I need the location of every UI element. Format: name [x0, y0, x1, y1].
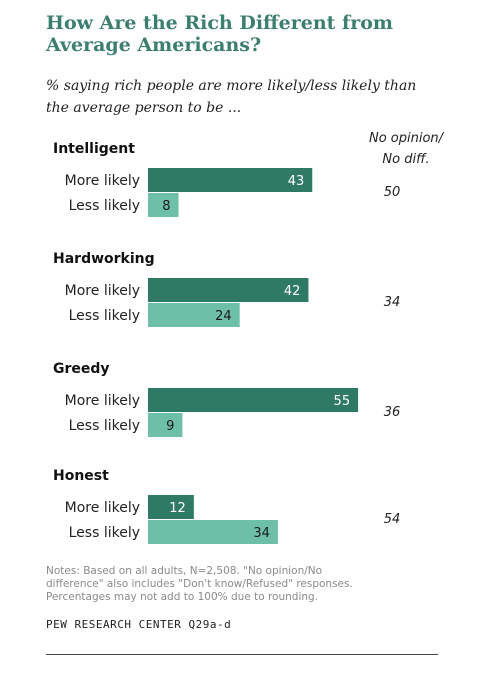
bar-greedy-more-likely	[148, 388, 359, 412]
row-label-greedy-less-likely: Less likely	[69, 418, 140, 434]
value-label-hardworking-less-likely: 24	[215, 309, 232, 324]
no-opinion-header-line-2: No diff.	[382, 152, 430, 167]
row-label-hardworking-less-likely: Less likely	[69, 308, 140, 324]
no-opinion-value-honest: 54	[384, 512, 401, 527]
value-label-honest-more-likely: 12	[169, 501, 186, 516]
no-opinion-header: No opinion/ No diff.	[356, 128, 456, 170]
notes-line-1: Notes: Based on all adults, N=2,508. "No…	[46, 565, 323, 577]
chart-title: How Are the Rich Different from Average …	[46, 12, 446, 56]
no-opinion-value-intelligent: 50	[384, 185, 401, 200]
bar-chart: Intelligent More likely 43 Less likely 8 50 Ha…	[53, 141, 401, 544]
chart-title-line-2: Average Americans?	[46, 34, 262, 56]
category-label-hardworking: Hardworking	[53, 251, 155, 267]
category-label-honest: Honest	[53, 468, 109, 484]
row-label-greedy-more-likely: More likely	[65, 393, 140, 409]
row-label-hardworking-more-likely: More likely	[65, 283, 140, 299]
bar-hardworking-less-likely	[148, 303, 240, 327]
no-opinion-value-greedy: 36	[384, 405, 401, 420]
bar-intelligent-more-likely	[148, 168, 313, 192]
chart-subtitle-line-1: % saying rich people are more likely/les…	[46, 78, 417, 94]
bottom-rule	[46, 654, 438, 655]
category-label-greedy: Greedy	[53, 361, 110, 377]
value-label-honest-less-likely: 34	[253, 526, 270, 541]
no-opinion-header-line-1: No opinion/	[368, 131, 444, 146]
value-label-intelligent-less-likely: 8	[162, 199, 170, 214]
no-opinion-value-hardworking: 34	[384, 295, 401, 310]
bar-honest-more-likely	[148, 495, 194, 519]
value-label-intelligent-more-likely: 43	[288, 174, 305, 189]
category-label-intelligent: Intelligent	[53, 141, 135, 157]
source-credit: PEW RESEARCH CENTER Q29a-d	[46, 618, 232, 631]
chart-title-line-1: How Are the Rich Different from	[46, 12, 393, 34]
row-label-intelligent-more-likely: More likely	[65, 173, 140, 189]
chart-notes: Notes: Based on all adults, N=2,508. "No…	[46, 565, 446, 604]
chart-subtitle-line-2: the average person to be ...	[46, 100, 242, 116]
bar-intelligent-less-likely	[148, 193, 179, 217]
row-label-honest-more-likely: More likely	[65, 500, 140, 516]
notes-line-2: difference" also includes "Don't know/Re…	[46, 578, 353, 590]
bar-greedy-less-likely	[148, 413, 183, 437]
row-label-honest-less-likely: Less likely	[69, 525, 140, 541]
value-label-greedy-less-likely: 9	[166, 419, 174, 434]
notes-line-3: Percentages may not add to 100% due to r…	[46, 591, 319, 603]
value-label-hardworking-more-likely: 42	[284, 284, 301, 299]
row-label-intelligent-less-likely: Less likely	[69, 198, 140, 214]
chart-subtitle: % saying rich people are more likely/les…	[46, 75, 466, 119]
bar-honest-less-likely	[148, 520, 278, 544]
value-label-greedy-more-likely: 55	[334, 394, 351, 409]
bar-hardworking-more-likely	[148, 278, 309, 302]
